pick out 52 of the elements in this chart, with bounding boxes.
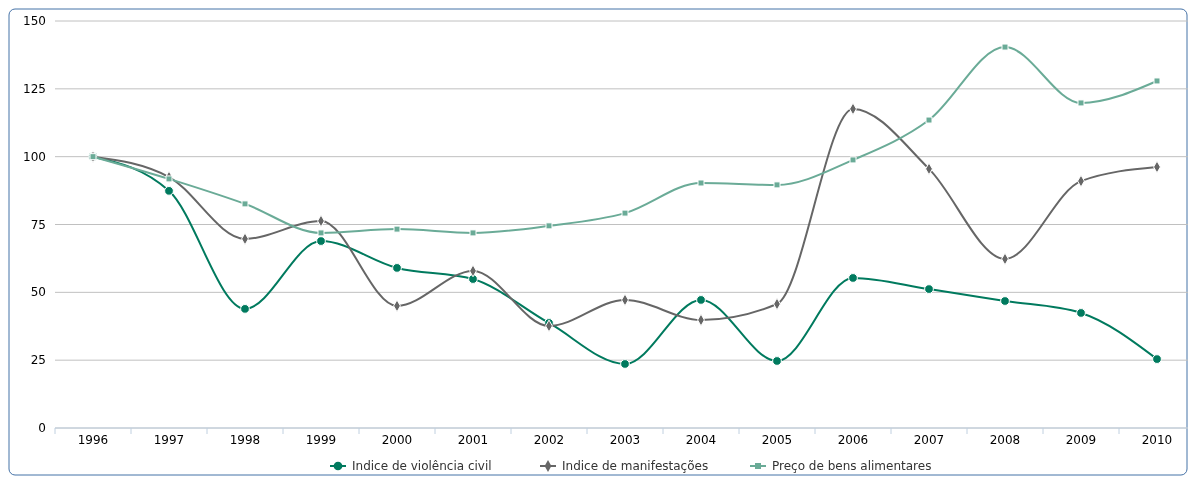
point [469, 229, 477, 237]
point [924, 284, 934, 294]
point [468, 274, 478, 284]
point [697, 179, 705, 187]
x-tick-label: 2005 [761, 433, 793, 447]
point [696, 295, 706, 305]
x-tick-label: 2007 [913, 433, 945, 447]
point [241, 200, 249, 208]
point [392, 263, 402, 273]
x-tick-label: 2000 [381, 433, 413, 447]
point [925, 116, 933, 124]
x-tick-label: 1999 [305, 433, 337, 447]
point [1000, 296, 1010, 306]
x-tick-label: 2006 [837, 433, 869, 447]
point [1077, 99, 1085, 107]
y-tick-label: 75 [30, 217, 46, 232]
x-tick-label: 2004 [685, 433, 717, 447]
legend-label: Indice de manifestações [562, 459, 709, 473]
x-tick-label: 1996 [77, 433, 109, 447]
point [773, 181, 781, 189]
x-tick-label: 2002 [533, 433, 565, 447]
point [620, 359, 630, 369]
y-tick-label: 0 [38, 421, 46, 435]
y-tick-label: 25 [30, 353, 46, 368]
x-tick-label: 2008 [989, 433, 1021, 447]
point [848, 273, 858, 283]
point [316, 236, 326, 246]
point [393, 225, 401, 233]
y-tick-label: 125 [23, 81, 46, 96]
x-tick-label: 1997 [153, 433, 185, 447]
x-tick-label: 2010 [1141, 433, 1173, 447]
x-tick-label: 2003 [609, 433, 641, 447]
point [240, 304, 250, 314]
point [1152, 354, 1162, 364]
point [165, 175, 173, 183]
point [1153, 77, 1161, 85]
x-tick-label: 2001 [457, 433, 489, 447]
y-tick-label: 50 [30, 285, 46, 300]
point [772, 356, 782, 366]
point [849, 156, 857, 164]
point [621, 209, 629, 217]
point [164, 185, 174, 196]
x-tick-label: 1998 [229, 433, 261, 447]
point [1076, 308, 1086, 318]
y-tick-label: 100 [23, 149, 46, 164]
legend-label: Preço de bens alimentares [772, 459, 932, 473]
point [545, 222, 553, 230]
point [1001, 43, 1009, 51]
y-tick-label: 150 [23, 14, 46, 28]
legend-label: Indice de violência civil [352, 459, 492, 473]
x-tick-label: 2009 [1065, 433, 1097, 447]
point [317, 229, 325, 237]
